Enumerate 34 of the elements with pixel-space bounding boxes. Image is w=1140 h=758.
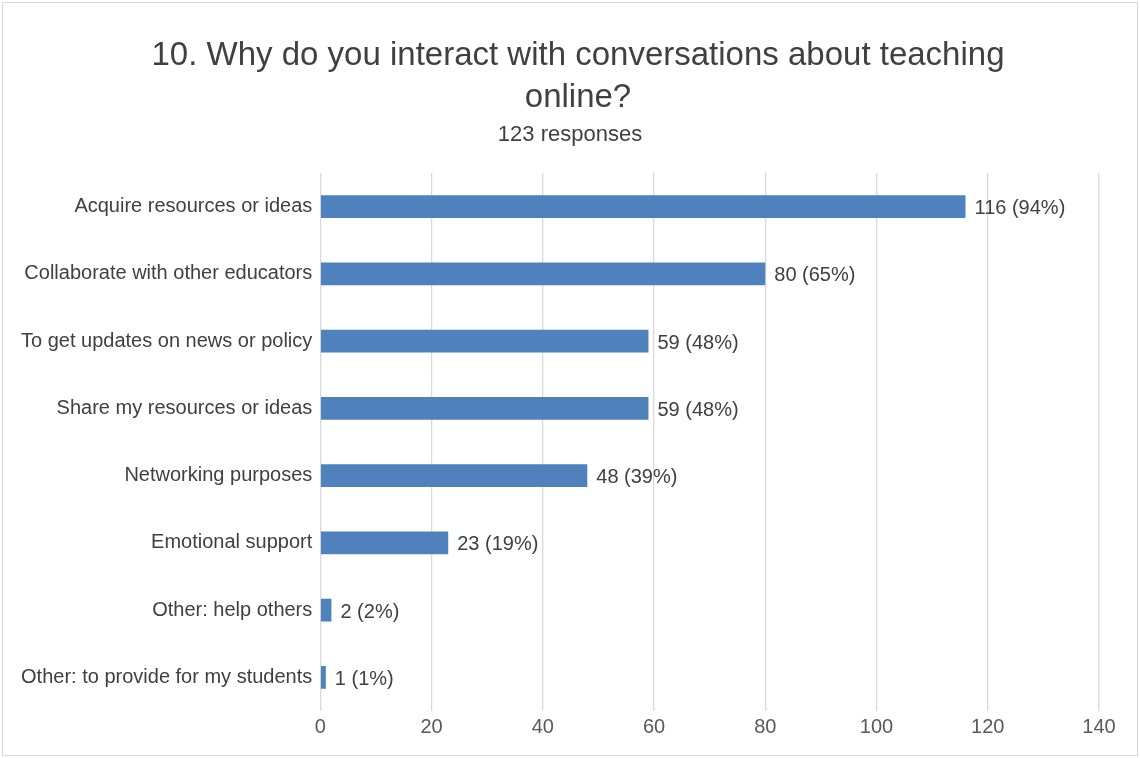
y-tick-label: Share my resources or ideas (56, 395, 313, 418)
x-tick-label: 20 (420, 714, 443, 737)
y-tick-label: Other: help others (152, 597, 313, 620)
data-label: 116 (94%) (974, 196, 1066, 219)
x-tick-label: 100 (859, 714, 894, 737)
x-tick-label: 0 (314, 714, 326, 737)
bar (320, 262, 766, 286)
data-label: 23 (19%) (457, 532, 539, 555)
y-tick-label: Acquire resources or ideas (74, 194, 313, 217)
x-tick-label: 120 (971, 714, 1005, 737)
data-label: 1 (1%) (334, 666, 394, 689)
data-label: 59 (48%) (657, 397, 739, 420)
bar (320, 195, 966, 219)
data-label: 59 (48%) (657, 330, 739, 353)
x-tick-label: 80 (754, 714, 777, 737)
chart-title: 10. Why do you interact with conversations about teaching online? (150, 34, 1006, 116)
data-label: 80 (65%) (774, 263, 856, 286)
chart-subtitle: 123 responses (496, 121, 644, 147)
x-tick-label: 140 (1082, 714, 1116, 737)
y-tick-label: Emotional support (151, 530, 313, 553)
data-label: 2 (2%) (340, 599, 400, 622)
y-tick-label: Collaborate with other educators (24, 261, 313, 284)
y-tick-label: Other: to provide for my students (21, 664, 313, 687)
bar (320, 531, 449, 555)
y-tick-label: Networking purposes (124, 463, 313, 486)
data-label: 48 (39%) (596, 465, 678, 488)
x-tick-label: 40 (531, 714, 554, 737)
bar (320, 396, 649, 420)
bar (320, 665, 326, 689)
bar (320, 329, 649, 353)
bar (320, 598, 332, 622)
bar (320, 464, 588, 488)
y-tick-label: To get updates on news or policy (20, 328, 313, 351)
x-tick-label: 60 (642, 714, 666, 737)
